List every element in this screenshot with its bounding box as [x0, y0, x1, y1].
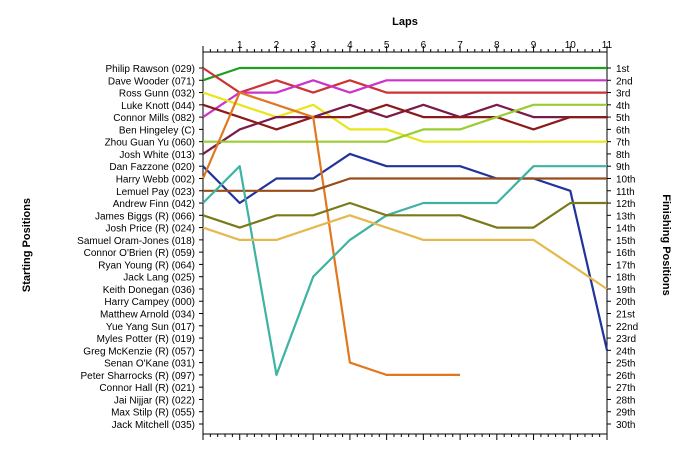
start-label: Dan Fazzone (020) [109, 162, 195, 173]
finish-label: 22nd [616, 322, 638, 333]
finish-label: 15th [616, 236, 635, 247]
series-line-9 [203, 177, 607, 192]
finish-label: 14th [616, 224, 635, 235]
start-position-labels: Philip Rawson (029)Dave Wooder (071) Ross… [77, 64, 195, 431]
finish-label: 9th [616, 162, 630, 173]
start-label: Philip Rawson (029) [106, 64, 196, 75]
start-label: Matthew Arnold (034) [100, 310, 195, 321]
series-line-7 [202, 152, 609, 351]
series-line-12 [202, 214, 608, 290]
finish-label: 7th [616, 138, 630, 149]
finish-label: 23rd [616, 334, 636, 345]
finish-label: 1st [616, 64, 630, 75]
x-tick-label: 3 [310, 40, 316, 51]
y-axis-label-left: Starting Positions [21, 198, 33, 292]
finish-label: 12th [616, 199, 635, 210]
series-line-1 [202, 67, 607, 94]
y-axis-label-right: Finishing Positions [660, 194, 672, 295]
start-label: Greg McKenzie (R) (057) [83, 346, 195, 357]
series-line-0 [202, 66, 607, 82]
x-tick-label: 6 [421, 40, 427, 51]
start-label: Josh White (013) [119, 150, 195, 161]
start-label: Connor Mills (082) [113, 113, 195, 124]
axes [199, 46, 611, 440]
start-label: Connor Hall (R) (021) [99, 383, 195, 394]
start-label: Jack Lang (025) [123, 273, 195, 284]
finish-label: 29th [616, 408, 635, 419]
finish-label: 3rd [616, 89, 630, 100]
finish-label: 13th [616, 211, 635, 222]
series-layer [201, 66, 609, 376]
start-label: Andrew Finn (042) [113, 199, 195, 210]
finish-label: 18th [616, 273, 635, 284]
finish-label: 30th [616, 420, 635, 431]
start-label: Dave Wooder (071) [108, 76, 195, 87]
x-tick-label: 1 [237, 40, 243, 51]
chart-title: Laps [392, 16, 418, 28]
finish-label: 17th [616, 260, 635, 271]
finish-label: 26th [616, 371, 635, 382]
finish-label: 2nd [616, 76, 633, 87]
finish-label: 10th [616, 174, 635, 185]
finish-label: 5th [616, 113, 630, 124]
finish-label: 11th [616, 187, 635, 198]
finish-label: 6th [616, 125, 630, 136]
start-label: Myles Potter (R) (019) [97, 334, 195, 345]
series-line-5 [202, 103, 607, 131]
finish-label: 21st [616, 310, 635, 321]
start-label: Luke Knott (044) [121, 101, 195, 112]
x-tick-label: 8 [494, 40, 500, 51]
start-label: Harry Webb (002) [116, 174, 195, 185]
finish-label: 4th [616, 101, 630, 112]
x-tick-label: 7 [457, 40, 463, 51]
x-tick-label: 5 [384, 40, 390, 51]
x-tick-label: 11 [602, 40, 613, 51]
start-label: Ross Gunn (032) [119, 89, 195, 100]
x-tick-label: 9 [531, 40, 537, 51]
series-line-8 [201, 91, 461, 376]
finish-label: 25th [616, 359, 635, 370]
finish-label: 27th [616, 383, 635, 394]
start-label: Connor O'Brien (R) (059) [84, 248, 195, 259]
start-label: Senan O'Kane (031) [104, 359, 195, 370]
series-line-11 [202, 201, 607, 229]
series-line-6 [203, 103, 607, 143]
series-line-10 [202, 165, 607, 376]
series-line-2 [202, 79, 607, 119]
x-tick-label: 10 [565, 40, 577, 51]
start-label: Samuel Oram-Jones (018) [77, 236, 195, 247]
finish-label: 20th [616, 297, 635, 308]
x-tick-label: 4 [347, 40, 353, 51]
start-label: Zhou Guan Yu (060) [105, 138, 195, 149]
start-label: James Biggs (R) (066) [95, 211, 195, 222]
finish-label: 8th [616, 150, 630, 161]
start-label: Lemuel Pay (023) [116, 187, 195, 198]
start-label: Harry Campey (000) [104, 297, 195, 308]
start-label: Yue Yang Sun (017) [106, 322, 195, 333]
finish-label: 28th [616, 395, 635, 406]
start-label: Ben Hingeley (C) [119, 125, 195, 136]
start-label: Ryan Young (R) (064) [98, 260, 195, 271]
finish-label: 24th [616, 346, 635, 357]
finish-label: 16th [616, 248, 635, 259]
start-label: Josh Price (R) (024) [106, 224, 195, 235]
finish-position-labels: 1st2nd3rd4th5th6th7th8th9th10th11th12th1… [616, 64, 638, 431]
start-label: Keith Donegan (036) [103, 285, 195, 296]
start-label: Jack Mitchell (035) [112, 420, 195, 431]
start-label: Jai Nijjar (R) (022) [114, 395, 195, 406]
x-tick-label: 2 [274, 40, 280, 51]
start-label: Max Stilp (R) (055) [111, 408, 195, 419]
start-label: Peter Sharrocks (R) (097) [81, 371, 195, 382]
finish-label: 19th [616, 285, 635, 296]
x-tick-labels: 1 2 3 4 5 6 7 8 9 10 11 [237, 40, 613, 51]
